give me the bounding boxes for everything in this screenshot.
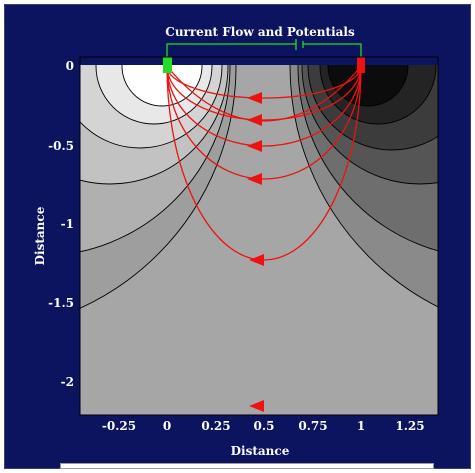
x-tick-label: 0.75 bbox=[298, 419, 327, 433]
sink-electrode bbox=[357, 57, 365, 73]
current-arrows bbox=[247, 92, 264, 412]
y-tick-label: -0.5 bbox=[48, 139, 74, 153]
x-tick-label: 1.25 bbox=[395, 419, 424, 433]
x-tick-label: 0.25 bbox=[201, 419, 230, 433]
y-axis-label: Distance bbox=[33, 206, 47, 265]
x-tick-label: -0.25 bbox=[102, 419, 136, 433]
plot-area bbox=[80, 57, 438, 415]
x-axis-label: Distance bbox=[231, 444, 290, 458]
circuit-wire bbox=[166, 39, 362, 57]
x-tick-label: 0.5 bbox=[254, 419, 275, 433]
y-tick-label: -1.5 bbox=[48, 296, 74, 310]
y-tick-label: -1 bbox=[61, 217, 74, 231]
potential-shading bbox=[80, 57, 438, 309]
x-tick-label: 1 bbox=[357, 419, 365, 433]
ground-surface bbox=[80, 57, 438, 65]
y-tick-label: 0 bbox=[66, 59, 74, 73]
x-tick-label: 0 bbox=[163, 419, 171, 433]
caption-box bbox=[60, 463, 434, 469]
y-axis: 0 -0.5 -1 -1.5 -2 bbox=[48, 59, 74, 389]
equipotential-lines bbox=[80, 57, 438, 309]
x-axis: -0.25 0 0.25 0.5 0.75 1 1.25 bbox=[102, 419, 425, 433]
y-tick-label: -2 bbox=[61, 375, 74, 389]
plot-border bbox=[79, 56, 439, 416]
source-electrode bbox=[163, 57, 172, 73]
diagram-title: Current Flow and Potentials bbox=[165, 25, 355, 39]
